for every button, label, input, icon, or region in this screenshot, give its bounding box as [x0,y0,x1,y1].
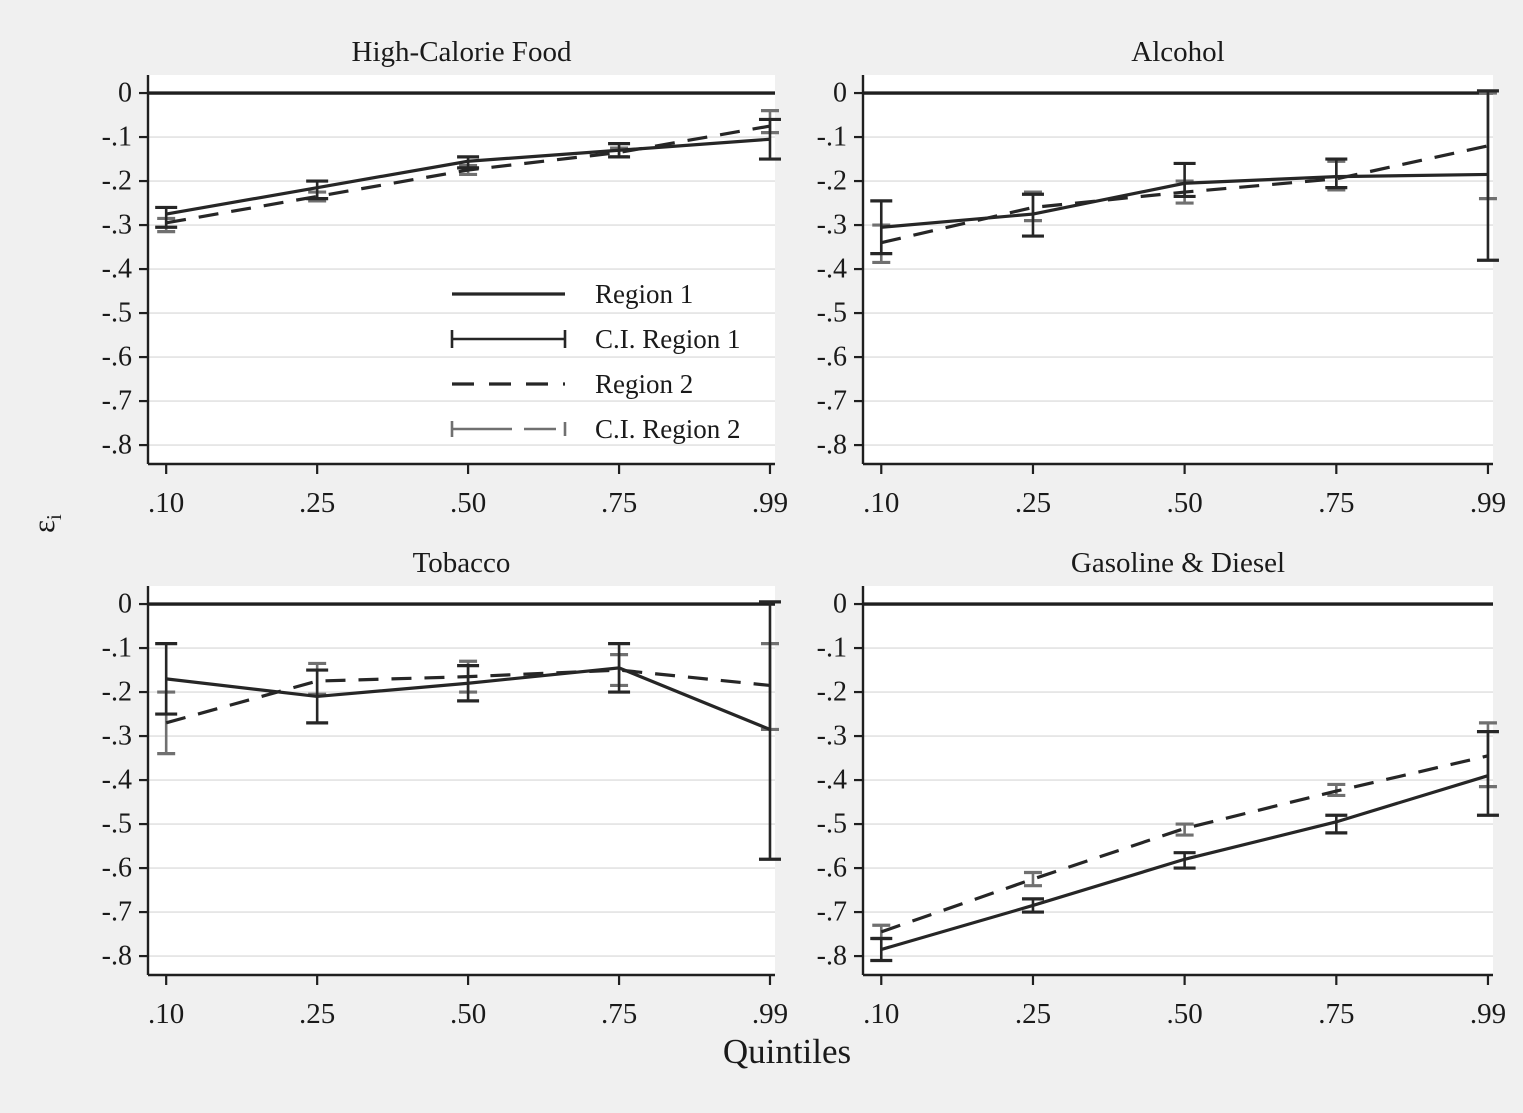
y-tick-label: -.6 [102,342,132,373]
plot-area: 0 -.1 -.2 -.3 -.4 -.5 -.6 -.7 -.8 .10 .25 .50 .75 .99 [817,75,1506,519]
y-tick-label: -.3 [102,210,132,241]
y-tick-label: -.1 [102,122,132,153]
y-tick-label: 0 [833,589,847,620]
x-axis-label: Quintiles [722,1032,852,1071]
series-region-2 [880,754,1489,934]
y-tick-label: -.1 [817,122,847,153]
panel-title: High-Calorie Food [351,36,572,68]
ci-region-1 [870,730,1499,963]
y-axis-label: εi [6,484,86,564]
panel-title: Gasoline & Diesel [1070,547,1286,579]
y-tick-label: -.6 [817,342,847,373]
x-tick-label: .25 [1015,998,1051,1030]
x-tick-label: .75 [601,487,637,519]
y-tick-label: -.7 [102,386,132,417]
y-tick-label: -.3 [102,721,132,752]
series-region-1 [165,666,771,731]
ci-region-1 [870,89,1499,262]
y-tick-label: -.5 [102,809,132,840]
y-tick-label: 0 [118,589,132,620]
series-region-2 [880,144,1489,245]
y-tick-label: -.8 [817,941,847,972]
y-tick-label: -.6 [817,853,847,884]
y-tick-label: -.6 [102,853,132,884]
ci-region-1 [155,117,781,229]
x-tick-label: .99 [752,998,788,1030]
y-tick-label: -.4 [817,254,847,285]
plot-area: 0 -.1 -.2 -.3 -.4 -.5 -.6 -.7 -.8 .10 .25 .50 .75 .99 [817,586,1506,1030]
y-tick-label: -.3 [817,721,847,752]
y-tick-label: 0 [118,78,132,109]
x-tick-label: .10 [148,487,184,519]
x-tick-label: .10 [863,487,899,519]
y-tick-label: -.7 [817,897,847,928]
x-tick-label: .75 [601,998,637,1030]
panel-high-calorie-food: High-Calorie Food 0 -.1 -.2 -.3 -.4 -.5 -.6 -.7… [0,0,790,530]
x-tick-label: .99 [1470,487,1506,519]
y-tick-label: -.5 [817,298,847,329]
y-tick-label: -.2 [817,166,847,197]
x-tick-label: .25 [299,998,335,1030]
y-tick-label: -.8 [102,941,132,972]
x-tick-label: .50 [1166,487,1202,519]
x-tick-label: .99 [1470,998,1506,1030]
y-tick-label: 0 [833,78,847,109]
y-tick-label: -.8 [102,430,132,461]
panel-title: Alcohol [1131,36,1225,68]
y-tick-label: -.1 [102,633,132,664]
y-tick-label: -.5 [102,298,132,329]
series-region-1 [165,137,771,216]
panel-title: Tobacco [412,547,511,579]
panel-gasoline-diesel: Gasoline & Diesel 0 -.1 -.2 -.3 -.4 -.5 -.6 -.7… [790,511,1523,1113]
x-tick-label: .99 [752,487,788,519]
epsilon-subscript: i [41,514,66,521]
y-tick-label: -.1 [817,633,847,664]
panel-tobacco: Tobacco 0 -.1 -.2 -.3 -.4 -.5 -.6 -.7 -.8 .10 .25.… [0,511,790,1113]
x-tick-label: .50 [1166,998,1202,1030]
y-tick-label: -.7 [817,386,847,417]
y-tick-label: -.4 [102,765,132,796]
plot-area: 0 -.1 -.2 -.3 -.4 -.5 -.6 -.7 -.8 .10 .25 .50 .75 .99 [102,586,788,1030]
y-tick-label: -.7 [102,897,132,928]
series-region-1 [880,774,1489,952]
plot-area: 0 -.1 -.2 -.3 -.4 -.5 -.6 -.7 -.8 .10 .25 .50 .75 .99… [102,75,788,519]
y-tick-label: -.2 [102,677,132,708]
x-tick-label: .25 [1015,487,1051,519]
y-tick-label: -.2 [817,677,847,708]
y-tick-label: -.3 [817,210,847,241]
legend-label: C.I. Region 2 [595,414,741,444]
series-region-2 [165,668,771,725]
legend-label: Region 1 [595,279,693,309]
y-tick-label: -.4 [817,765,847,796]
x-tick-label: .10 [863,998,899,1030]
legend-label: C.I. Region 1 [595,324,741,354]
y-tick-label: -.5 [817,809,847,840]
series-region-2 [165,124,771,225]
legend: Region 1 C.I. Region 1 Region 2 C.I. Region… [450,279,741,444]
x-tick-label: .50 [450,487,486,519]
x-tick-label: .25 [299,487,335,519]
y-tick-label: -.4 [102,254,132,285]
panel-alcohol: Alcohol 0 -.1 -.2 -.3 -.4 -.5 -.6 -.7 -.8 .10 .25.… [790,0,1523,530]
epsilon-symbol: ε [25,520,61,534]
x-tick-label: .75 [1318,487,1354,519]
x-tick-label: .75 [1318,998,1354,1030]
x-tick-label: .50 [450,998,486,1030]
legend-label: Region 2 [595,369,693,399]
y-tick-label: -.2 [102,166,132,197]
y-tick-label: -.8 [817,430,847,461]
x-tick-label: .10 [148,998,184,1030]
